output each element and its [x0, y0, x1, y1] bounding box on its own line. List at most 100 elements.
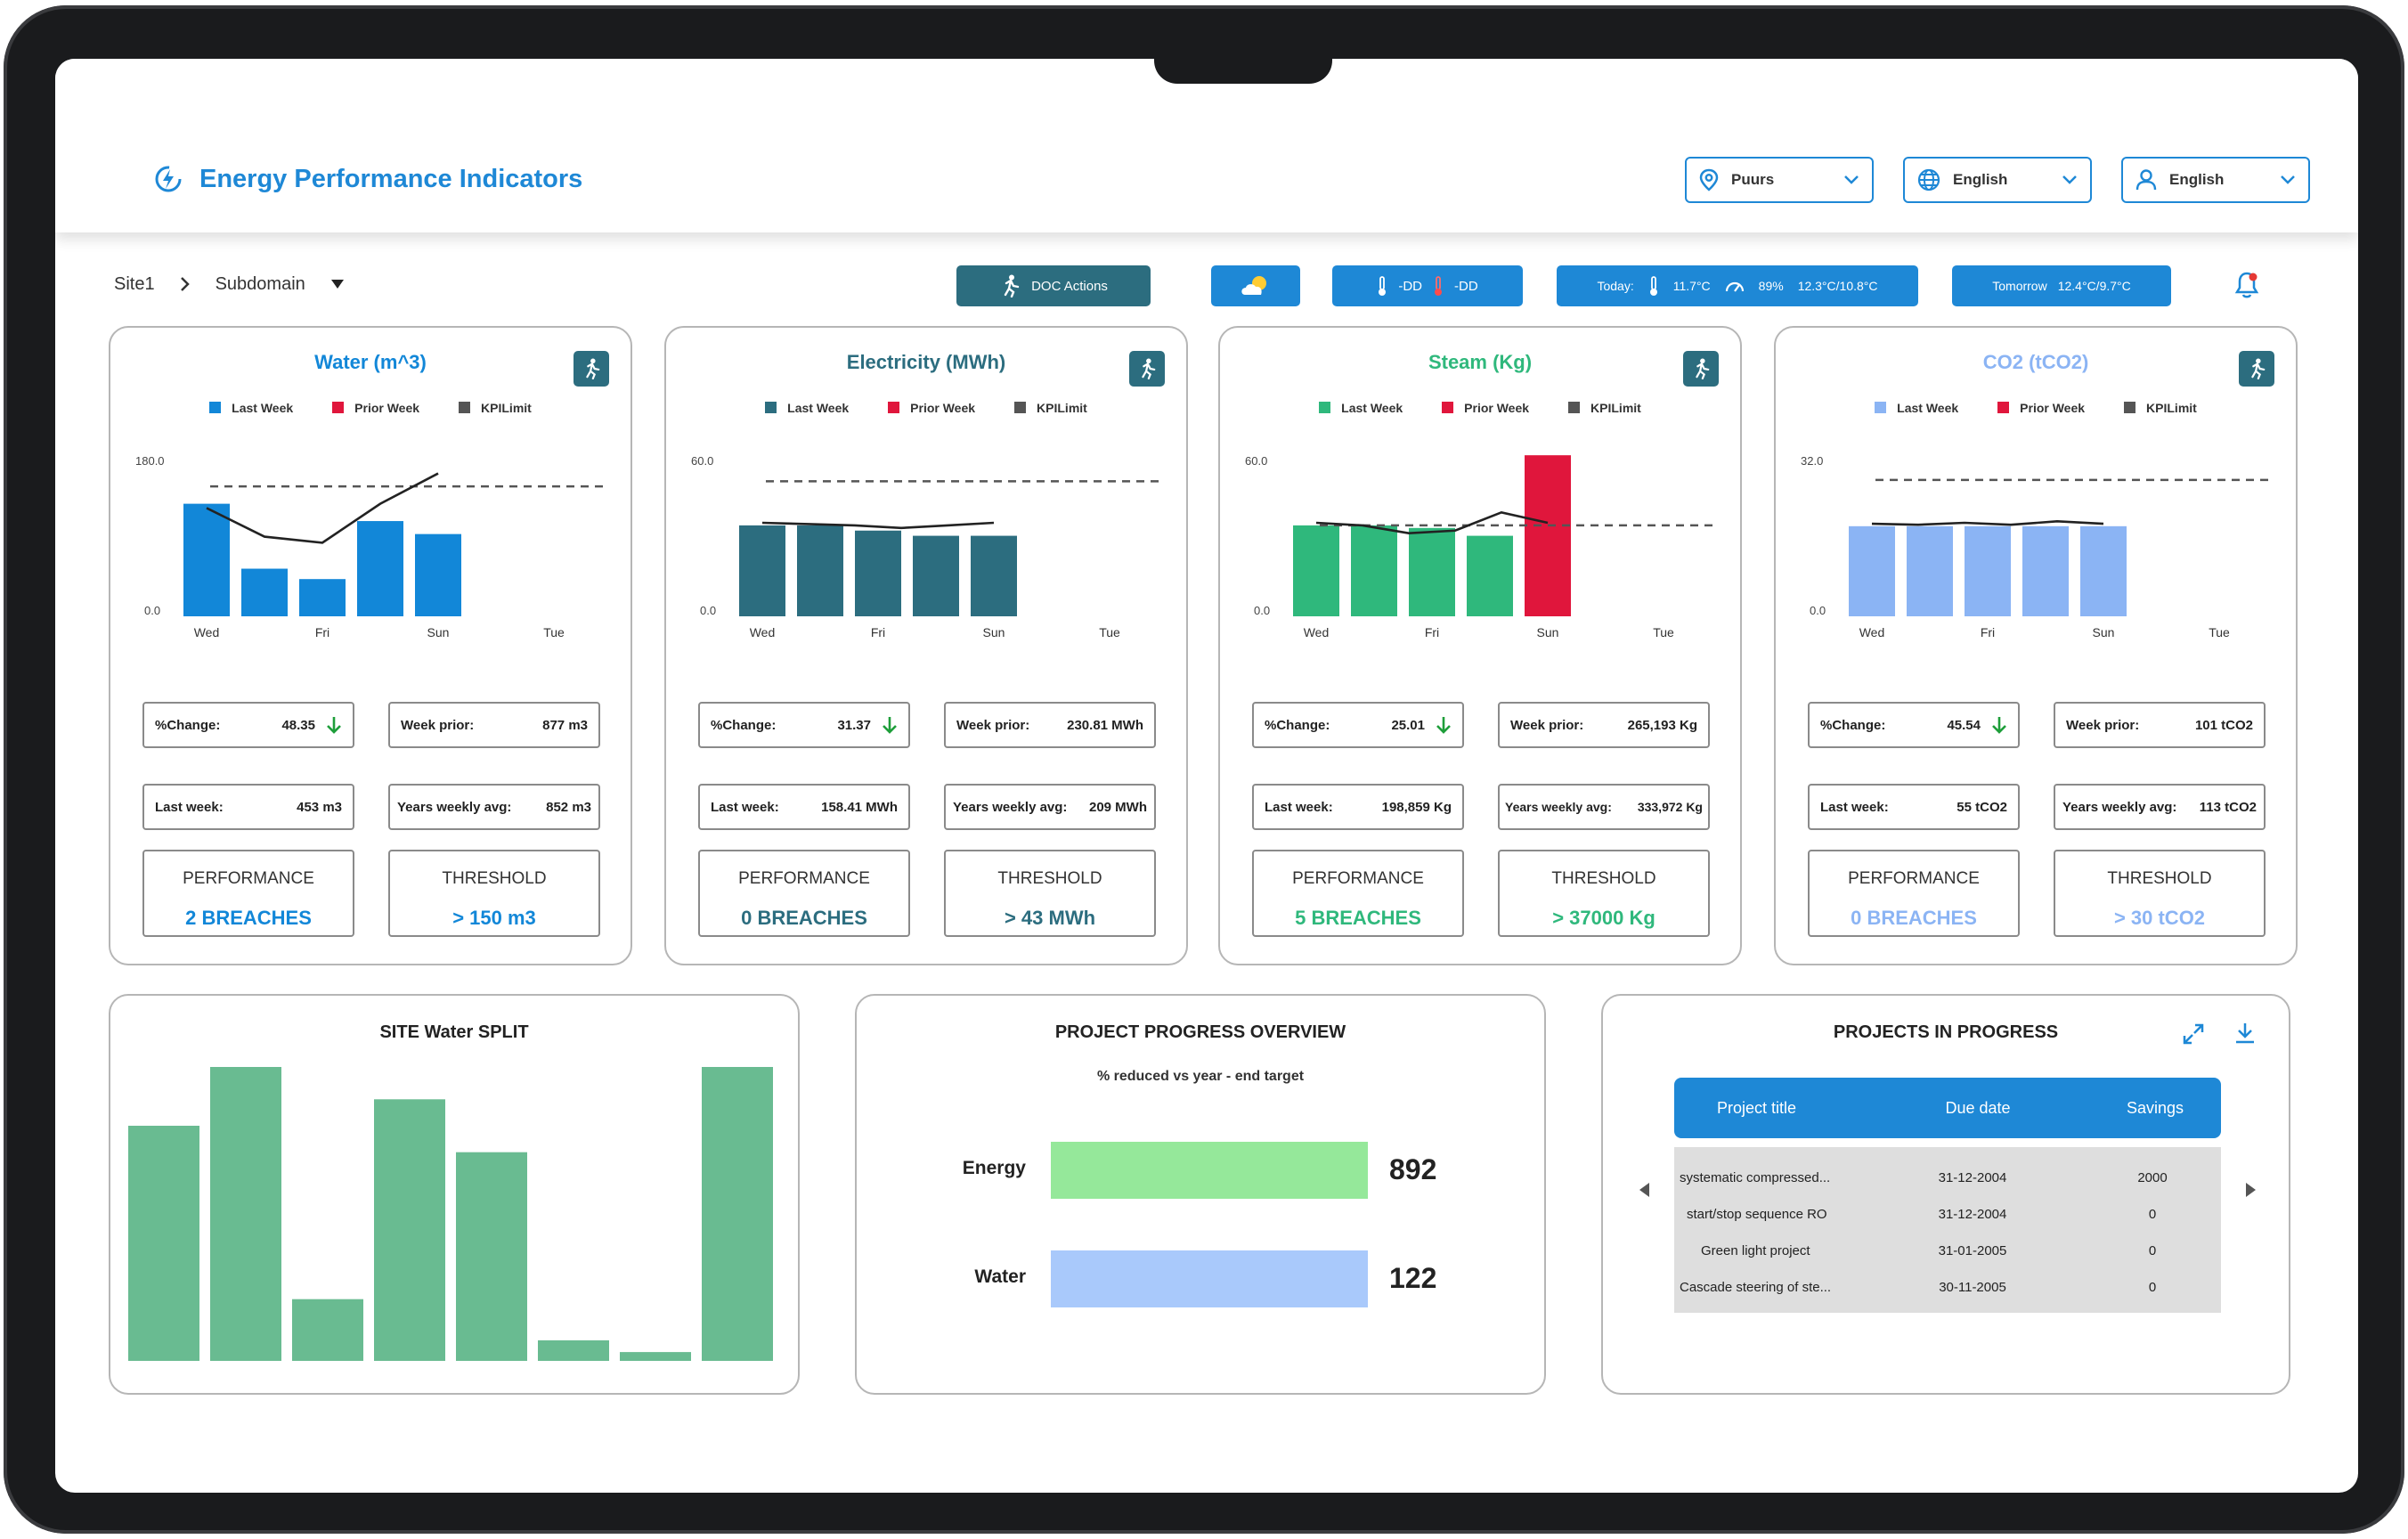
- globe-icon: [1917, 168, 1940, 191]
- bar: [702, 1067, 773, 1361]
- kpi-action-button[interactable]: [1683, 351, 1719, 387]
- legend-label: Last Week: [787, 401, 850, 415]
- legend-swatch: [2124, 402, 2136, 413]
- legend-last-week: Last Week: [765, 401, 849, 415]
- change-box: %Change: 48.35: [142, 702, 354, 748]
- kpi-chart: 180.0 0.0 Wed Fri Sun Tue: [135, 454, 609, 639]
- table-row[interactable]: start/stop sequence RO 31-12-2004 0: [1674, 1196, 2221, 1233]
- bar: [855, 530, 901, 616]
- camera-notch: [1154, 59, 1332, 84]
- legend-label: Prior Week: [2020, 401, 2086, 415]
- bar: [1051, 1142, 1368, 1199]
- breadcrumb-subdomain[interactable]: Subdomain: [215, 273, 305, 294]
- user-select[interactable]: English: [2121, 157, 2310, 203]
- y-tick-label: 60.0: [691, 454, 713, 468]
- savings-cell: 0: [2148, 1207, 2157, 1222]
- previous-page-icon[interactable]: [1637, 1181, 1651, 1199]
- performance-box: PERFORMANCE 2 BREACHES: [142, 850, 354, 937]
- doc-actions-button[interactable]: DOC Actions: [956, 265, 1151, 306]
- week-prior-label: Week prior:: [1510, 717, 1584, 733]
- week-prior-value: 265,193 Kg: [1627, 717, 1697, 733]
- performance-label: PERFORMANCE: [1848, 869, 1980, 888]
- threshold-value: > 43 MWh: [1004, 907, 1096, 929]
- running-person-icon: [586, 358, 600, 379]
- bar: [739, 525, 785, 616]
- kpi-action-button[interactable]: [574, 351, 609, 387]
- legend-swatch: [1442, 402, 1454, 413]
- column-header[interactable]: Due date: [1945, 1098, 2011, 1117]
- y-tick-label: 0.0: [144, 604, 160, 617]
- temp-max: -DD: [1454, 278, 1478, 294]
- week-prior-box: Week prior: 230.81 MWh: [944, 702, 1156, 748]
- progress-chart: Energy 892 Water 122: [963, 1142, 1436, 1307]
- legend-label: Last Week: [1897, 401, 1959, 415]
- column-header[interactable]: Project title: [1717, 1098, 1797, 1117]
- due-date-cell: 31-12-2004: [1938, 1170, 2007, 1185]
- prior-week-line: [206, 472, 439, 544]
- y-tick-label: 60.0: [1245, 454, 1267, 468]
- legend-kpi-limit: KPILimit: [1014, 401, 1087, 415]
- change-box: %Change: 31.37: [698, 702, 910, 748]
- next-page-icon[interactable]: [2244, 1181, 2258, 1199]
- savings-cell: 2000: [2137, 1170, 2168, 1185]
- legend-label: KPILimit: [1590, 401, 1641, 415]
- location-select[interactable]: Puurs: [1685, 157, 1874, 203]
- user-icon: [2135, 169, 2157, 191]
- projects-table-body: systematic compressed... 31-12-2004 2000 s…: [1674, 1147, 2221, 1313]
- week-prior-box: Week prior: 877 m3: [388, 702, 600, 748]
- legend-label: KPILimit: [1037, 401, 1087, 415]
- download-icon[interactable]: [2233, 1021, 2257, 1046]
- project-title-cell: Cascade steering of ste...: [1680, 1280, 1832, 1295]
- weather-button[interactable]: [1211, 265, 1300, 306]
- kpi-action-button[interactable]: [1129, 351, 1165, 387]
- bar: [1965, 525, 2011, 616]
- chevron-down-icon: [1844, 175, 1859, 184]
- kpi-chart: 32.0 0.0 Wed Fri Sun Tue: [1801, 454, 2274, 639]
- table-row[interactable]: Cascade steering of ste... 30-11-2005 0: [1674, 1269, 2221, 1306]
- caret-down-icon[interactable]: [330, 279, 345, 289]
- column-header[interactable]: Savings: [2126, 1098, 2184, 1117]
- x-tick-label: Fri: [1425, 625, 1439, 639]
- running-person-icon: [1004, 274, 1020, 297]
- threshold-box: THRESHOLD > 43 MWh: [944, 850, 1156, 937]
- yearly-avg-label: Years weekly avg:: [953, 799, 1068, 815]
- change-value: 48.35: [281, 717, 315, 733]
- breadcrumb-site[interactable]: Site1: [114, 273, 155, 294]
- kpi-title: Steam (Kg): [1428, 351, 1533, 373]
- due-date-cell: 31-01-2005: [1938, 1243, 2007, 1258]
- language-select-label: English: [1953, 171, 2008, 188]
- change-label: %Change:: [155, 717, 221, 733]
- partly-cloudy-icon: [1241, 276, 1266, 295]
- x-tick-label: Wed: [750, 625, 776, 639]
- notification-bell-icon[interactable]: [2233, 271, 2260, 299]
- yearly-avg-value: 333,972 Kg: [1637, 800, 1703, 814]
- yearly-avg-box: Years weekly avg: 209 MWh: [944, 784, 1156, 830]
- threshold-value: > 30 tCO2: [2113, 907, 2206, 929]
- week-prior-label: Week prior:: [2066, 717, 2140, 733]
- yearly-avg-label: Years weekly avg:: [397, 799, 512, 815]
- expand-icon[interactable]: [2182, 1022, 2205, 1046]
- language-select[interactable]: English: [1903, 157, 2092, 203]
- x-tick-label: Sun: [983, 625, 1005, 639]
- value-label: 122: [1389, 1262, 1436, 1294]
- legend-label: KPILimit: [2146, 401, 2197, 415]
- last-week-value: 453 m3: [297, 799, 342, 815]
- card-title: PROJECTS IN PROGRESS: [1833, 1022, 2059, 1042]
- week-prior-label: Week prior:: [401, 717, 475, 733]
- chart-legend: Last Week Prior Week KPILimit: [1220, 401, 1740, 415]
- site-water-split-card: SITE Water SPLIT: [109, 994, 800, 1395]
- kpi-card-co2: CO2 (tCO2) Last Week Prior Week KPILimit…: [1774, 326, 2298, 965]
- kpi-card-electricity: Electricity (MWh) Last Week Prior Week K…: [664, 326, 1188, 965]
- header: Energy Performance Indicators Puurs Engl…: [55, 59, 2358, 232]
- y-tick-label: 32.0: [1801, 454, 1823, 468]
- table-row[interactable]: systematic compressed... 31-12-2004 2000: [1674, 1160, 2221, 1196]
- last-week-value: 158.41 MWh: [821, 799, 898, 815]
- performance-value: 0 BREACHES: [741, 907, 867, 929]
- table-row[interactable]: Green light project 31-01-2005 0: [1674, 1233, 2221, 1269]
- bar: [1351, 525, 1397, 616]
- kpi-action-button[interactable]: [2239, 351, 2274, 387]
- performance-value: 0 BREACHES: [1851, 907, 1977, 929]
- legend-last-week: Last Week: [1875, 401, 1958, 415]
- performance-label: PERFORMANCE: [1292, 869, 1424, 888]
- user-select-label: English: [2169, 171, 2225, 188]
